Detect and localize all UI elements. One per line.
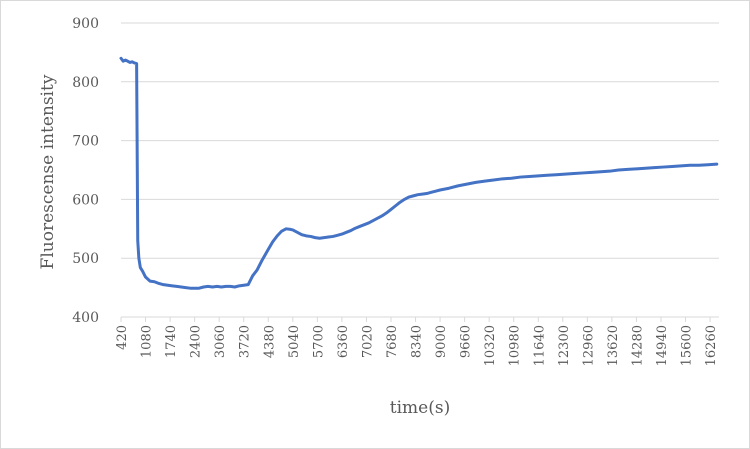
x-tick-label: 10980 [508, 325, 523, 366]
x-tick-label: 12300 [557, 325, 572, 366]
x-tick-label: 7680 [385, 325, 400, 358]
y-tick-label: 500 [72, 251, 99, 267]
x-tick-label: 10320 [483, 325, 498, 366]
y-tick-label: 400 [72, 310, 99, 326]
x-tick-label: 11640 [532, 325, 547, 366]
tick-labels: 400 500 600 700 800 900 420 1080 1740 2400 3060 372… [72, 16, 719, 366]
x-tick-label: 1080 [140, 325, 155, 358]
x-tick-label: 9660 [459, 325, 474, 358]
x-axis-title: time(s) [390, 398, 450, 418]
y-tick-label: 700 [72, 134, 99, 150]
x-tick-label: 5040 [287, 325, 302, 358]
axes [120, 316, 719, 322]
gridlines [121, 22, 719, 259]
series-layer [119, 56, 719, 290]
x-tick-label: 3060 [213, 325, 228, 358]
x-tick-label: 1740 [164, 325, 179, 358]
x-tick-label: 8340 [410, 325, 425, 358]
x-tick-label: 15600 [680, 325, 695, 366]
x-tick-label: 14940 [655, 325, 670, 366]
x-tick-label: 420 [115, 325, 130, 350]
x-tick-label: 9000 [434, 325, 449, 358]
x-tick-label: 7020 [360, 325, 375, 358]
y-axis-title: Fluorescense intensity [38, 74, 58, 269]
x-tick-label: 6360 [336, 325, 351, 358]
x-tick-label: 3720 [238, 325, 253, 358]
x-tick-label: 4380 [262, 325, 277, 358]
y-tick-label: 800 [72, 75, 99, 91]
y-tick-label: 900 [72, 16, 99, 32]
x-tick-label: 2400 [189, 325, 204, 358]
x-tick-label: 12960 [581, 325, 596, 366]
x-tick-label: 13620 [606, 325, 621, 366]
series-line [119, 56, 719, 290]
x-tick-label: 14280 [630, 325, 645, 366]
x-tick-label: 5700 [311, 325, 326, 358]
x-tick-label: 16260 [704, 325, 719, 366]
y-tick-label: 600 [72, 192, 99, 208]
